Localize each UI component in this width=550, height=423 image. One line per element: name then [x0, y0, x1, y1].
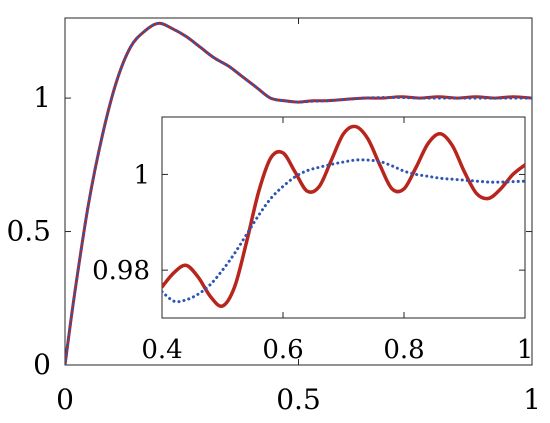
main-y-tick-label: 0 — [33, 348, 51, 381]
inset-y-tick-label: 1 — [133, 160, 150, 190]
main-series-dotted-line — [65, 21, 532, 365]
inset-x-tick-label: 0.6 — [262, 335, 303, 365]
main-y-tick-label: 1 — [33, 81, 51, 114]
inset-y-tick-label: 0.98 — [92, 256, 150, 286]
inset-x-tick-label: 0.8 — [383, 335, 424, 365]
inset-series-solid-line — [162, 124, 525, 309]
main-x-tick-label: 0.5 — [276, 383, 321, 416]
inset-axes — [161, 116, 526, 319]
main-series — [65, 21, 532, 365]
main-y-tick-label: 0.5 — [6, 215, 51, 248]
inset-x-tick-label: 0.4 — [141, 335, 182, 365]
inset-tick-labels: 0.4 0.6 0.8 1 0.98 1 — [92, 160, 533, 365]
inset-frame — [161, 116, 526, 319]
inset-panel — [162, 117, 525, 318]
inset-series-dotted-line — [162, 158, 525, 304]
main-x-tick-label: 1 — [523, 383, 541, 416]
inset-background — [162, 117, 525, 318]
main-x-tick-label: 0 — [56, 383, 74, 416]
inset-series — [162, 124, 525, 309]
main-tick-labels: 0 0.5 1 0 0.5 1 — [6, 81, 540, 416]
inset-x-tick-label: 1 — [517, 335, 534, 365]
